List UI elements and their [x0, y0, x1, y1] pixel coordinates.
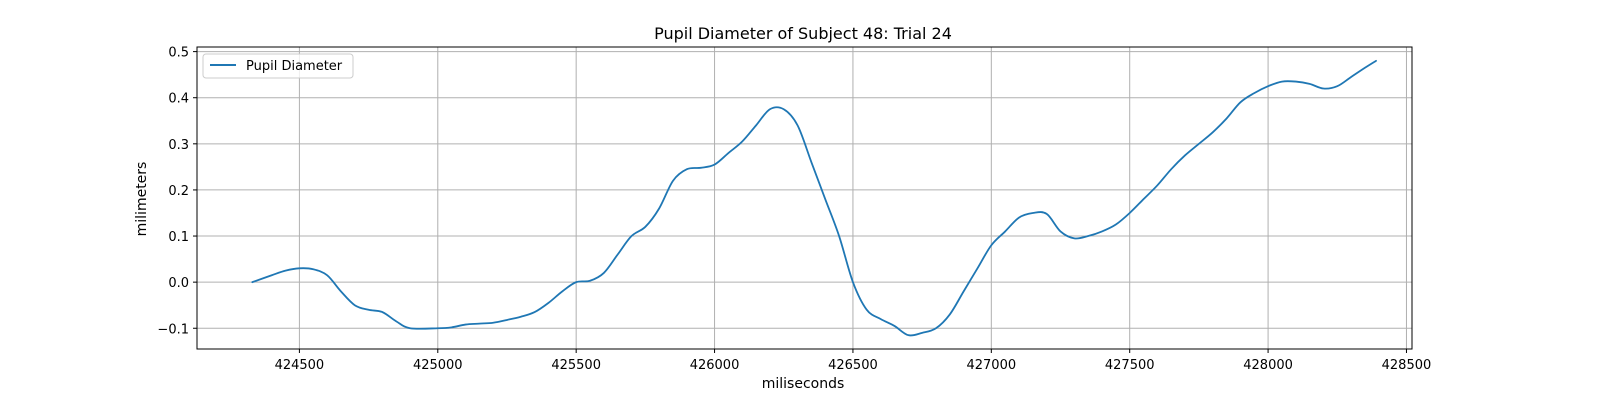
series-lines — [251, 59, 1377, 337]
x-tick-label: 425500 — [551, 358, 601, 373]
y-tick-label: 0.2 — [168, 184, 189, 199]
y-tick-label: 0.4 — [168, 92, 189, 107]
chart-title: Pupil Diameter of Subject 48: Trial 24 — [654, 24, 952, 43]
y-tick-label: 0.5 — [168, 46, 189, 61]
x-tick-label: 426000 — [690, 358, 740, 373]
x-tick-label: 425000 — [413, 358, 463, 373]
legend-box — [202, 53, 354, 79]
x-tick-label: 426500 — [828, 358, 878, 373]
y-axis-ticks: −0.1 0.0 0.1 0.2 0.3 0.4 0.5 — [157, 46, 197, 337]
series-line-pupil-diameter — [251, 59, 1377, 337]
legend-label-pupil-diameter: Pupil Diameter — [246, 59, 343, 74]
x-tick-label: 424500 — [275, 358, 325, 373]
x-axis-label: miliseconds — [762, 376, 845, 392]
y-tick-label: 0.0 — [168, 276, 189, 291]
x-tick-label: 427500 — [1105, 358, 1155, 373]
y-axis-label: milimeters — [134, 162, 150, 237]
y-tick-label: 0.1 — [168, 230, 189, 245]
x-tick-label: 428500 — [1382, 358, 1432, 373]
x-axis-ticks: 424500 425000 425500 426000 426500 427000 4275… — [275, 349, 1432, 373]
x-tick-label: 427000 — [966, 358, 1016, 373]
y-tick-label: 0.3 — [168, 138, 189, 153]
x-tick-label: 428000 — [1243, 358, 1293, 373]
legend: Pupil Diameter — [202, 53, 354, 79]
plot-area-frame — [196, 46, 1413, 350]
y-tick-label: −0.1 — [157, 322, 189, 337]
